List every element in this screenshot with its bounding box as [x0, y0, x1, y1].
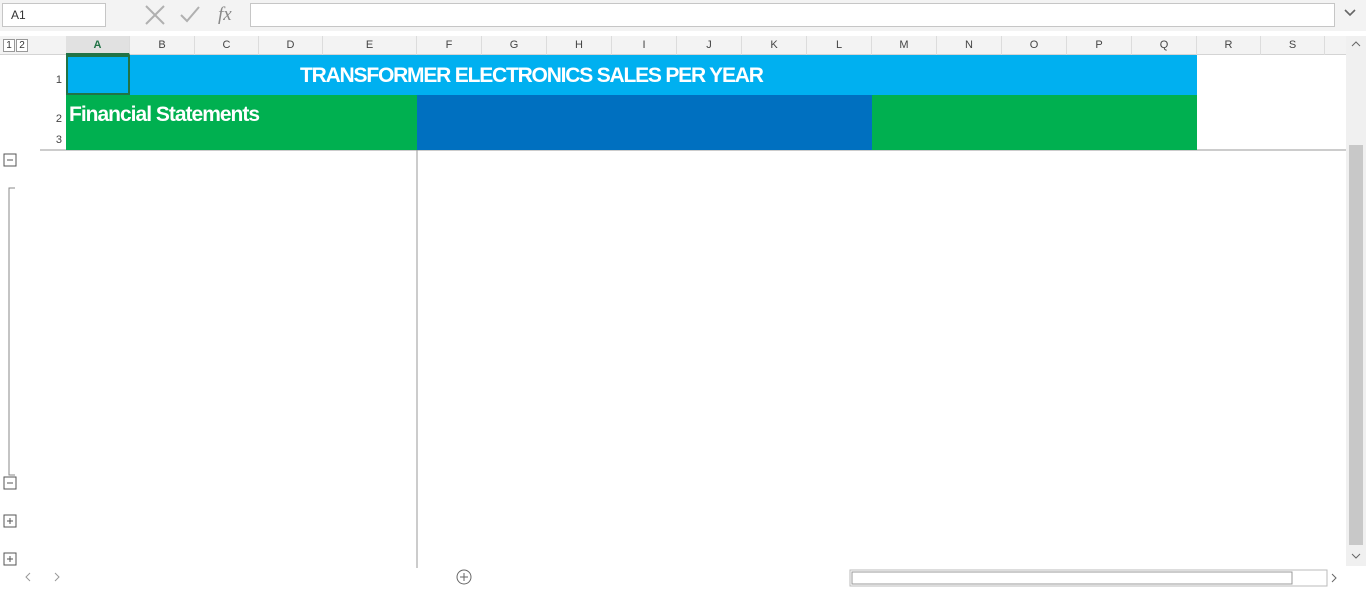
- column-header: H: [547, 36, 612, 55]
- column-header: G: [482, 36, 547, 55]
- sheet-title: TRANSFORMER ELECTRONICS SALES PER YEAR: [300, 64, 764, 87]
- selected-cell: [66, 55, 130, 95]
- column-header: N: [937, 36, 1002, 55]
- fx-label: fx: [218, 4, 232, 25]
- formula-input: [250, 3, 1335, 27]
- column-header: E: [323, 36, 417, 55]
- column-header: Q: [1132, 36, 1197, 55]
- column-header: R: [1197, 36, 1261, 55]
- outline-level: 2: [16, 39, 28, 52]
- outline-level: 1: [3, 39, 15, 52]
- column-header: D: [259, 36, 323, 55]
- column-header: C: [195, 36, 259, 55]
- column-header: F: [417, 36, 482, 55]
- row-number: 1: [55, 74, 62, 86]
- column-header: A: [66, 36, 130, 55]
- header-bar: [0, 36, 1346, 55]
- column-header: J: [677, 36, 742, 55]
- column-header: B: [130, 36, 195, 55]
- column-header: M: [872, 36, 937, 55]
- column-header: K: [742, 36, 807, 55]
- header-green: [872, 95, 1197, 150]
- name-box: A1: [2, 3, 106, 27]
- sheet-heading: Financial Statements: [69, 103, 260, 126]
- column-header: S: [1261, 36, 1325, 55]
- title-band: [66, 55, 1197, 95]
- row-number: 2: [55, 113, 62, 125]
- column-header: L: [807, 36, 872, 55]
- row-number: 3: [55, 134, 62, 146]
- column-header: I: [612, 36, 677, 55]
- column-header: P: [1067, 36, 1132, 55]
- column-header: O: [1002, 36, 1067, 55]
- header-green: [66, 95, 417, 150]
- header-blue: [417, 95, 872, 150]
